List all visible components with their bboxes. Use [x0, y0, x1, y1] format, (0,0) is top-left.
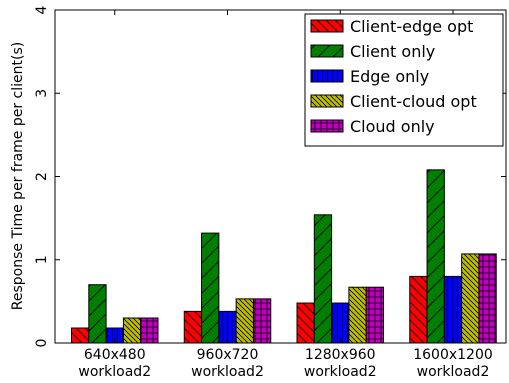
bar-hatch	[183, 310, 203, 344]
legend-swatch-hatch	[310, 94, 344, 108]
x-tick-label-sub: workload2	[78, 364, 151, 380]
y-tick-label: 1	[34, 255, 50, 264]
x-tick-label-sub: workload2	[191, 364, 264, 380]
legend-label: Client-cloud opt	[350, 92, 477, 111]
bar-hatch	[426, 169, 445, 344]
bar-hatch	[461, 253, 480, 344]
bar-hatch	[331, 302, 350, 344]
legend-label: Client-edge opt	[350, 17, 473, 36]
legend-label: Client only	[350, 42, 435, 61]
bar-hatch	[478, 253, 497, 344]
bar-hatch	[71, 327, 90, 344]
x-tick-label-sub: workload2	[304, 364, 377, 380]
bar-hatch	[201, 232, 220, 344]
legend: Client-edge opt Client only Edge only Clien…	[304, 13, 504, 147]
legend-swatch-hatch	[310, 119, 344, 133]
bar-hatch	[235, 298, 254, 344]
legend-swatch-hatch	[310, 19, 344, 33]
bars-group	[71, 169, 497, 344]
legend-swatch-hatch	[310, 44, 344, 58]
x-tick-label: 1600x1200	[413, 347, 493, 363]
x-tick-label: 1280x960	[305, 347, 376, 363]
y-tick-label: 3	[34, 89, 50, 98]
bar-hatch	[443, 275, 463, 344]
legend-label: Cloud only	[350, 117, 435, 136]
bar-hatch	[122, 317, 142, 344]
legend-label: Edge only	[350, 67, 429, 86]
y-axis: 0 1 2 3 4	[34, 5, 506, 347]
legend-swatch-hatch	[310, 69, 344, 83]
bar-hatch	[348, 286, 367, 344]
x-tick-label: 640x480	[84, 347, 146, 363]
x-axis: 640x480workload2960x720workload21280x960…	[78, 10, 493, 380]
bar-hatch	[409, 275, 428, 344]
bar-hatch	[140, 317, 159, 344]
y-axis-label: Response Time per frame per client(s)	[10, 42, 26, 310]
bar-hatch	[313, 214, 333, 344]
x-tick-label-sub: workload2	[417, 364, 490, 380]
bar-hatch	[296, 302, 315, 344]
bar-hatch	[252, 298, 272, 344]
y-tick-label: 2	[34, 172, 50, 181]
x-tick-label: 960x720	[197, 347, 259, 363]
y-tick-label: 4	[34, 5, 50, 14]
y-tick-label: 0	[34, 339, 50, 348]
bar-hatch	[365, 286, 385, 344]
bar-hatch	[88, 284, 107, 344]
